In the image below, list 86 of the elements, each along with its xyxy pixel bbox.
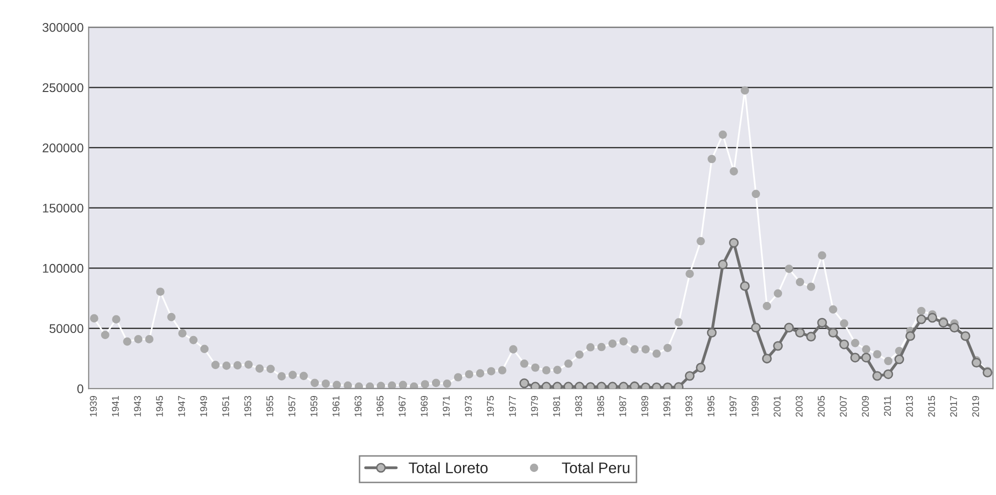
point [706,328,717,338]
y-tick-label: 250000 [42,83,84,92]
point [950,322,960,332]
point [817,318,827,328]
x-tick-label: 1979 [531,396,538,416]
x-tick-label: 1963 [354,396,362,416]
x-tick-label: 2013 [906,396,913,417]
x-tick-label: 1943 [134,396,141,416]
point [839,340,849,350]
x-tick-label: 1971 [442,396,450,416]
y-tick-label: 300000 [42,23,84,32]
x-tick-label: 1977 [508,396,516,416]
point [905,331,916,341]
x-tick-label: 1955 [266,396,274,416]
x-tick-label: 1997 [730,396,736,416]
x-tick-label: 1999 [752,396,758,416]
x-tick-label: 1951 [222,396,230,416]
point [608,382,618,389]
x-tick-label: 1957 [288,396,296,416]
point [740,281,750,291]
y-tick-label: 100000 [43,264,84,273]
x-tick-label: 2019 [972,396,980,417]
x-tick-label: 1993 [685,396,692,416]
point [574,382,584,389]
point [972,358,982,368]
point [872,371,882,381]
y-tick-label: 150000 [43,204,84,213]
x-tick-label: 2003 [796,396,803,417]
point [894,354,904,364]
x-tick-label: 2015 [928,396,935,417]
point [784,322,794,332]
x-tick-label: 1945 [156,396,163,416]
x-tick-label: 1965 [376,396,384,416]
point [751,322,761,332]
x-tick-label: 2007 [840,396,847,417]
x-tick-label: 2017 [950,396,958,417]
x-tick-label: 1967 [398,396,406,416]
x-tick-label: 1991 [663,396,670,416]
point [530,382,540,389]
legend-label: Total Peru [562,462,630,474]
point [927,312,938,323]
x-tick-label: 1985 [597,396,604,416]
point [850,352,860,362]
point [828,328,838,338]
x-tick-label: 1987 [619,396,626,416]
x-tick-label: 2011 [884,396,891,416]
point [684,371,695,381]
x-tick-label: 1961 [332,396,340,416]
x-tick-label: 1947 [178,396,185,416]
point [795,328,805,338]
x-tick-label: 1975 [486,396,494,416]
x-tick-label: 1995 [708,396,714,416]
point [519,378,530,388]
point [541,382,552,389]
point [762,354,772,364]
x-tick-label: 2005 [818,396,825,417]
x-tick-label: 1959 [310,396,318,416]
x-tick-label: 1983 [575,396,582,416]
x-tick-label: 1941 [112,396,119,416]
x-tick-label: 1981 [553,396,560,416]
y-tick-label: 200000 [42,143,84,152]
point [728,238,739,248]
x-tick-label: 1953 [244,396,252,416]
x-tick-label: 2001 [774,396,781,417]
point [916,314,926,324]
y-tick-label: 50000 [50,324,84,333]
point [806,332,816,342]
point [718,260,728,270]
x-tick-label: 1949 [200,396,208,416]
point [938,318,948,328]
x-tick-label: 1973 [464,396,472,416]
legend-label: Total Loreto [408,462,488,474]
x-tick-label: 2009 [862,396,869,417]
point [773,341,783,351]
point [861,352,872,362]
point [564,382,574,389]
y-tick-label: 0 [77,384,84,394]
x-tick-label: 1969 [420,396,428,416]
x-tick-label: 1939 [90,396,97,416]
point [596,382,606,389]
point [630,381,640,389]
point [883,369,894,380]
point [618,382,628,389]
point [696,362,706,372]
point [552,382,562,389]
x-tick-label: 1989 [641,396,648,416]
